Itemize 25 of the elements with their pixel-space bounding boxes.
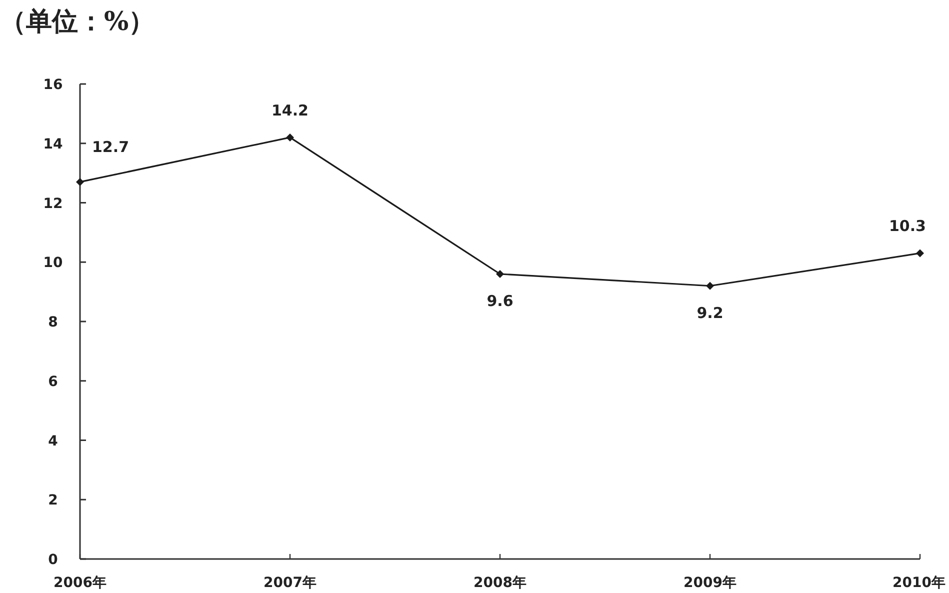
chart-title: （单位：%） <box>0 7 155 37</box>
point <box>76 178 84 186</box>
y-tick-label: 2 <box>48 492 58 509</box>
x-tick-label: 2008年 <box>474 575 526 591</box>
y-tick-label: 12 <box>43 196 63 212</box>
point <box>916 249 924 258</box>
x-tick-label: 2009年 <box>684 575 736 591</box>
y-tick-label: 0 <box>48 552 58 568</box>
data-label: 9.6 <box>486 292 514 310</box>
data-label: 12.7 <box>92 138 130 156</box>
x-tick-label: 2010年 <box>892 575 946 591</box>
x-tick-label: 2006年 <box>54 575 106 591</box>
y-tick-label: 14 <box>43 136 63 152</box>
y-tick-label: 6 <box>48 374 58 390</box>
data-label: 9.2 <box>696 304 724 322</box>
data-label: 10.3 <box>888 217 926 236</box>
y-tick-label: 10 <box>43 255 63 272</box>
y-tick-label: 4 <box>48 433 58 450</box>
y-tick-label: 16 <box>43 77 63 93</box>
x-tick-label: 2007年 <box>264 575 316 591</box>
y-tick-label: 8 <box>48 314 58 330</box>
point <box>286 133 294 142</box>
point <box>496 270 504 278</box>
point <box>706 282 714 290</box>
data-label: 14.2 <box>271 101 309 120</box>
